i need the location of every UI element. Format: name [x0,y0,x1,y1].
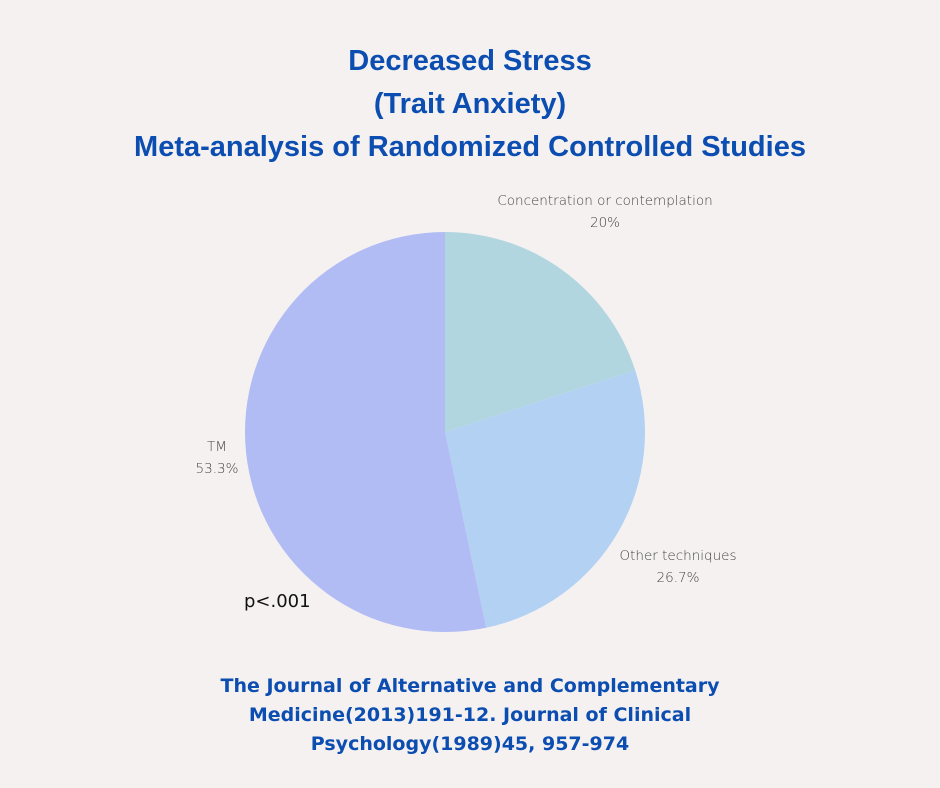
citation-footer: The Journal of Alternative and Complemen… [0,672,940,759]
slice-label-tm: TM 53.3% [196,436,239,480]
slice-label-concentration: Concentration or contemplation 20% [497,190,712,234]
slice-name: Concentration or contemplation [497,193,713,209]
citation-line-2: Medicine(2013)191-12. Journal of Clinica… [248,704,692,726]
slice-label-other: Other techniques 26.7% [620,545,737,589]
slice-name: Other techniques [619,548,737,564]
pie-slice-concentration-or-contemplation [445,232,636,432]
citation-line-1: The Journal of Alternative and Complemen… [220,675,720,697]
chart-title: Decreased Stress (Trait Anxiety) Meta-an… [0,40,940,169]
slice-value: 26.7% [656,570,700,586]
slice-name: TM [207,439,227,455]
title-line-2: (Trait Anxiety) [373,88,567,120]
slice-value: 53.3% [195,461,239,477]
pie-slice-tm [244,232,487,633]
title-line-1: Decreased Stress [348,45,592,77]
pie-slice-other-techniques [445,370,645,628]
p-value-annotation: p<.001 [244,591,311,612]
citation-line-3: Psychology(1989)45, 957-974 [310,733,630,755]
title-line-3: Meta-analysis of Randomized Controlled S… [134,131,806,163]
slice-value: 20% [589,215,620,231]
